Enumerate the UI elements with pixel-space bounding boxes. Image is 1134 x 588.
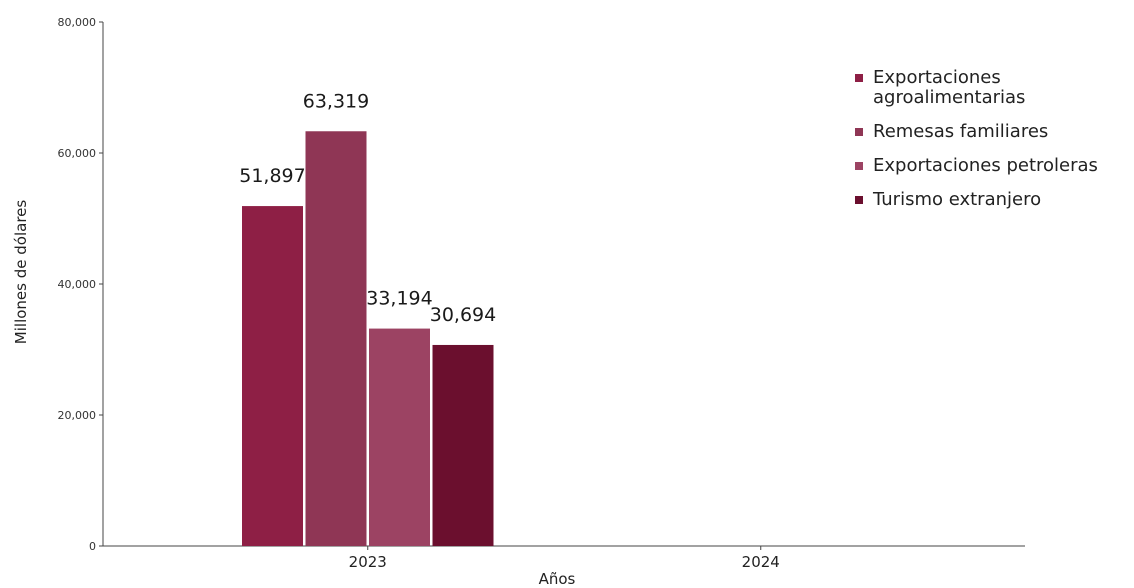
- x-axis-title: Años: [539, 570, 576, 588]
- legend-swatch: [855, 128, 863, 136]
- bar: [305, 131, 367, 546]
- bar-value-label: 33,194: [366, 288, 432, 310]
- x-axis-category-labels: 2023 2024: [349, 546, 780, 571]
- legend-label: Turismo extranjero: [872, 189, 1041, 210]
- bar-value-label: 51,897: [239, 165, 305, 187]
- bar: [242, 206, 303, 546]
- x-category-label: 2023: [349, 553, 387, 571]
- bar: [432, 344, 494, 546]
- legend-swatch: [855, 74, 863, 82]
- bar-value-label: 30,694: [430, 304, 496, 326]
- y-axis-ticks: 0 20,000 40,000 60,000 80,000: [58, 16, 103, 553]
- bar-value-label: 63,319: [303, 90, 369, 112]
- x-category-label: 2024: [742, 553, 780, 571]
- y-tick-label: 80,000: [58, 16, 97, 29]
- y-axis-title: Millones de dólares: [12, 200, 30, 345]
- y-tick-label: 0: [89, 540, 96, 553]
- y-tick-label: 60,000: [58, 147, 97, 160]
- legend-label: agroalimentarias: [873, 87, 1025, 108]
- bar: [369, 328, 430, 546]
- legend-swatch: [855, 162, 863, 170]
- legend-swatch: [855, 196, 863, 204]
- legend-label: Exportaciones petroleras: [873, 155, 1098, 176]
- legend-label: Remesas familiares: [873, 121, 1048, 142]
- y-tick-label: 40,000: [58, 278, 97, 291]
- bars: [242, 131, 494, 546]
- y-tick-label: 20,000: [58, 409, 97, 422]
- legend-label: Exportaciones: [873, 67, 1001, 88]
